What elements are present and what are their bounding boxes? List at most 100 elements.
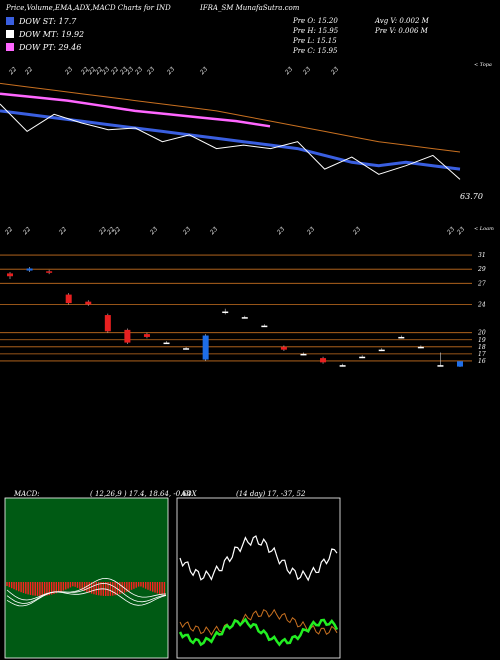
candle-date-label: 23 — [445, 226, 456, 237]
price-level-label: 18 — [478, 344, 486, 351]
ema-series-line — [0, 109, 461, 171]
candle-date-label: 23 — [351, 226, 362, 237]
adx-line — [179, 535, 338, 582]
prev-volume: Pre V: 0.006 M — [375, 27, 428, 35]
legend-dow-mt: DOW MT: 19.92 — [6, 30, 84, 39]
candle-body — [7, 273, 13, 277]
candle-body — [261, 325, 268, 328]
macd-avg-line — [6, 588, 167, 607]
candle-date-label: 23 — [305, 226, 316, 237]
candle-date-label: 23 — [148, 226, 159, 237]
price-level-label: 29 — [477, 266, 486, 273]
top-date-label: 23 — [198, 66, 209, 77]
top-date-label: 22 — [93, 66, 104, 77]
candle-body — [398, 336, 405, 339]
macd-panel-bg — [4, 497, 169, 659]
legend-dow-st: DOW ST: 17.7 — [6, 17, 76, 26]
candle-date-label: 23 — [208, 226, 219, 237]
top-date-label: 23 — [329, 66, 340, 77]
legend-swatch-st — [6, 17, 14, 25]
candle-date-label: 22 — [105, 226, 116, 237]
candle-date-label: 23 — [275, 226, 286, 237]
top-date-label: 23 — [100, 66, 111, 77]
top-date-label: 23 — [301, 66, 312, 77]
price-level-label: 24 — [477, 301, 486, 308]
adx-minus-di-line — [178, 617, 339, 647]
candle-date-label: 22 — [111, 226, 122, 237]
adx-params: (14 day) 17, -37, 52 — [236, 490, 306, 498]
legend-swatch-mt — [6, 30, 14, 38]
candle-body — [222, 311, 229, 314]
ema-series-line — [0, 103, 461, 180]
top-date-label: 23 — [145, 66, 156, 77]
candle-body — [280, 346, 287, 350]
candle-body — [183, 348, 190, 350]
top-date-label: 22 — [7, 66, 18, 77]
candle-date-label: 22 — [57, 226, 68, 237]
candle-body — [65, 294, 72, 304]
prev-close: Pre C: 15.95 — [293, 47, 338, 55]
macd-params: ( 12,26,9 ) 17.4, 18.64, -0.64 — [90, 490, 192, 498]
title-left: Price,Volume,EMA,ADX,MACD Charts for IND — [6, 4, 171, 12]
top-corner-label: < Topa — [474, 62, 492, 68]
top-date-label: 22 — [109, 66, 120, 77]
prev-open: Pre O: 15.20 — [293, 17, 338, 25]
top-date-label: 23 — [118, 66, 129, 77]
candle-date-label: 22 — [3, 226, 14, 237]
price-level-label: 31 — [478, 252, 486, 259]
price-level-label: 19 — [478, 337, 486, 344]
avg-volume: Avg V: 0.002 M — [375, 17, 429, 25]
legend-label-pt: DOW PT: 29.46 — [19, 43, 82, 52]
candle-body — [46, 271, 53, 273]
macd-line — [6, 577, 167, 601]
top-date-label: 22 — [79, 66, 90, 77]
ema-series-line — [0, 92, 271, 128]
top-date-label: 22 — [86, 66, 97, 77]
title-right: IFRA_SM MunafaSutra.com — [200, 4, 300, 12]
candle-body — [143, 334, 150, 337]
candle-body — [241, 317, 248, 319]
candle-body — [202, 335, 209, 360]
price-level-label: 16 — [478, 358, 486, 365]
candle-body — [163, 342, 170, 345]
candle-body — [320, 358, 327, 363]
top-value-label: 63.70 — [460, 192, 483, 201]
legend-swatch-pt — [6, 43, 14, 51]
candle-corner-label: < Loam — [474, 226, 494, 232]
adx-title: ADX — [181, 490, 197, 498]
top-date-label: 23 — [124, 66, 135, 77]
top-date-label: 23 — [63, 66, 74, 77]
candle-date-label: 22 — [97, 226, 108, 237]
candle-body — [300, 353, 307, 356]
legend-dow-pt: DOW PT: 29.46 — [6, 43, 81, 52]
candle-body — [26, 268, 33, 271]
legend-label-mt: DOW MT: 19.92 — [19, 30, 85, 39]
adx-panel-bg — [176, 497, 341, 659]
price-level-label: 17 — [478, 351, 486, 358]
candle-body — [85, 301, 92, 305]
top-date-label: 23 — [283, 66, 294, 77]
candle-body — [417, 346, 424, 349]
top-date-label: 22 — [23, 66, 34, 77]
legend-label-st: DOW ST: 17.7 — [19, 17, 77, 26]
ema-series-line — [0, 82, 461, 153]
macd-signal-line — [6, 582, 167, 604]
candle-date-label: 23 — [455, 226, 466, 237]
candle-date-label: 23 — [181, 226, 192, 237]
candle-body — [378, 349, 385, 352]
candle-body — [104, 315, 111, 332]
price-level-label: 27 — [477, 280, 486, 287]
candle-body — [124, 329, 131, 343]
top-date-label: 23 — [165, 66, 176, 77]
prev-high: Pre H: 15.95 — [293, 27, 339, 35]
candle-body — [437, 365, 444, 367]
top-date-label: 23 — [133, 66, 144, 77]
candle-body — [339, 365, 346, 367]
candle-body — [457, 361, 463, 367]
candle-body — [359, 356, 366, 359]
macd-title: MACD: — [14, 490, 40, 498]
prev-low: Pre L: 15.15 — [293, 37, 337, 45]
price-level-label: 20 — [477, 330, 486, 337]
candle-date-label: 22 — [21, 226, 32, 237]
